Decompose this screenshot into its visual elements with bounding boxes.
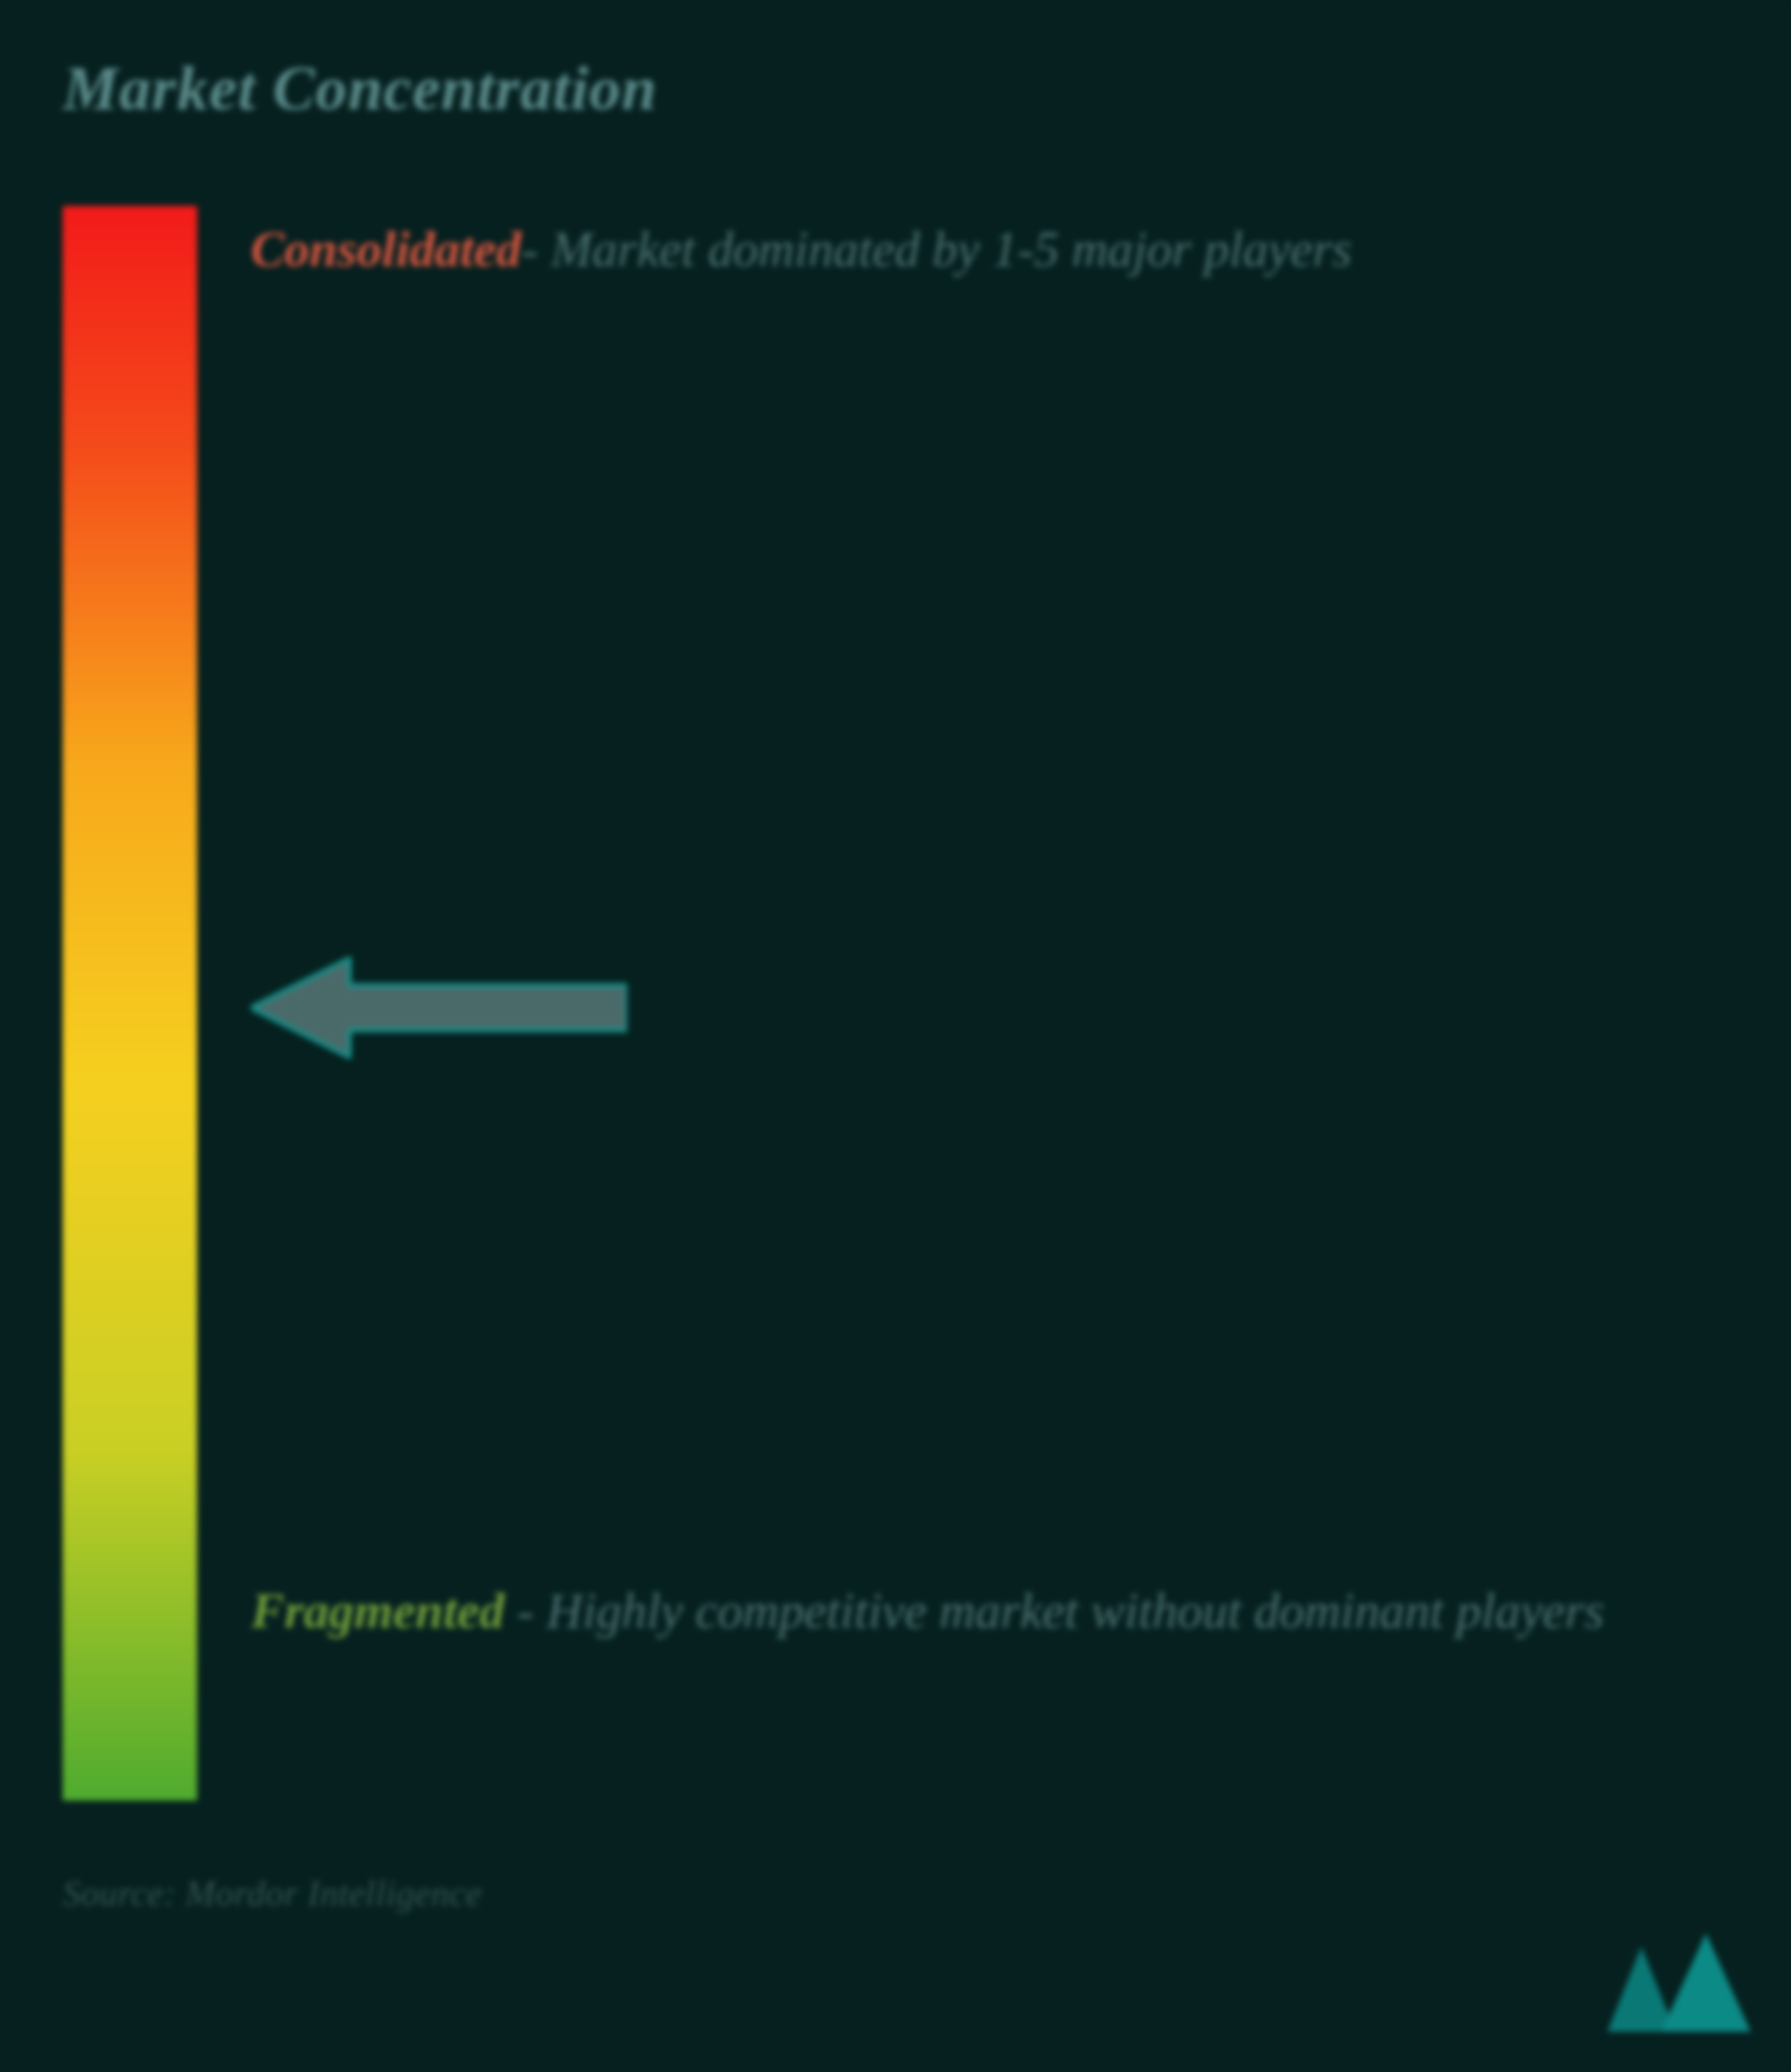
source-prefix: Source: — [63, 1873, 185, 1913]
logo-icon — [1607, 1933, 1751, 2032]
consolidated-text: Market dominated by 1-5 major players — [550, 222, 1351, 278]
brand-logo — [1607, 1933, 1751, 2036]
fragmented-label: Fragmented - Highly competitive market w… — [251, 1568, 1622, 1655]
labels-column: Consolidated- Market dominated by 1-5 ma… — [251, 206, 1728, 1801]
fragmented-sep: - — [504, 1584, 547, 1639]
fragmented-highlight: Fragmented — [251, 1584, 504, 1639]
gradient-svg — [63, 206, 197, 1801]
consolidated-highlight: Consolidated — [251, 222, 521, 278]
concentration-gradient-bar — [63, 206, 197, 1801]
arrow-left-icon — [251, 954, 627, 1062]
source-name: Mordor Intelligence — [185, 1873, 482, 1913]
consolidated-label: Consolidated- Market dominated by 1-5 ma… — [251, 206, 1370, 294]
chart-container: Market Concentration Consolidated- Marke… — [0, 0, 1791, 2072]
indicator-arrow — [251, 954, 627, 1066]
chart-title: Market Concentration — [63, 54, 1728, 125]
source-line: Source: Mordor Intelligence — [63, 1872, 1728, 1914]
fragmented-text: Highly competitive market without domina… — [547, 1584, 1604, 1639]
main-row: Consolidated- Market dominated by 1-5 ma… — [63, 206, 1728, 1801]
consolidated-sep: - — [521, 222, 551, 278]
